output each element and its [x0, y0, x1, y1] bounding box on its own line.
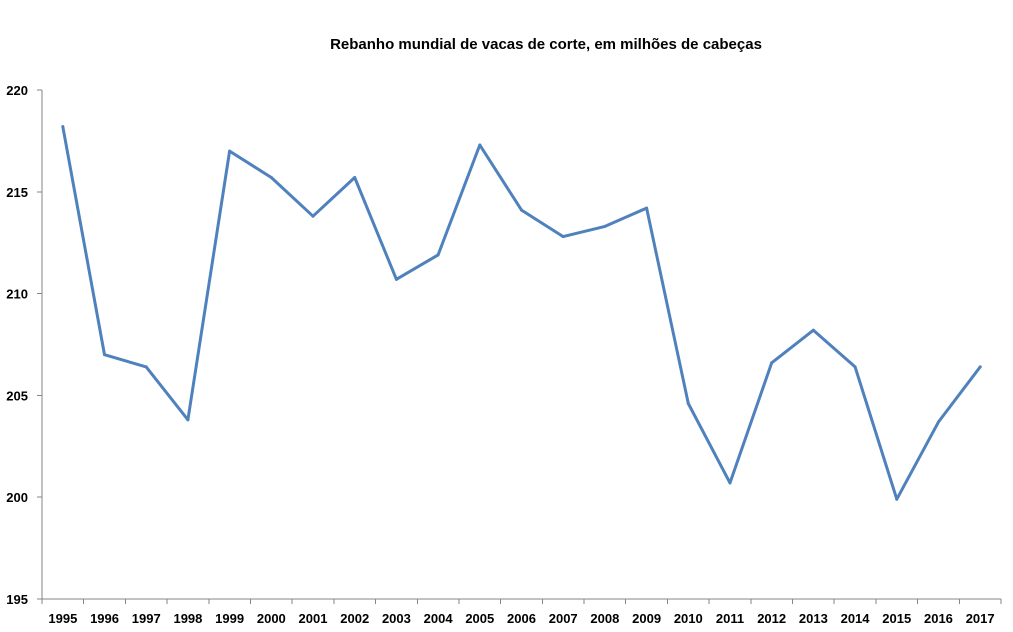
- data-point: [520, 208, 523, 212]
- data-point: [144, 365, 148, 369]
- x-tick-label: 2010: [674, 611, 703, 626]
- x-tick-label: 2016: [924, 611, 953, 626]
- data-point: [686, 402, 690, 406]
- data-point: [186, 418, 190, 422]
- data-point: [394, 277, 398, 281]
- data-point: [353, 176, 357, 180]
- chart-title: Rebanho mundial de vacas de corte, em mi…: [330, 36, 762, 53]
- y-tick-label: 195: [6, 592, 28, 607]
- x-tick-label: 2009: [632, 611, 661, 626]
- data-point: [936, 420, 940, 424]
- x-tick-label: 1998: [173, 611, 202, 626]
- x-tick-label: 2005: [465, 611, 494, 626]
- x-tick-label: 2013: [799, 611, 828, 626]
- y-tick-label: 205: [6, 388, 28, 403]
- x-tick-label: 2014: [841, 611, 871, 626]
- data-point: [853, 365, 857, 369]
- data-point: [603, 224, 607, 228]
- x-tick-label: 2000: [257, 611, 286, 626]
- y-tick-label: 215: [6, 185, 28, 200]
- x-axis: 1995 1996 1997 1998 1999 2000 2001 2002 2003 2004…: [41, 598, 1002, 626]
- data-point: [269, 176, 273, 180]
- data-point: [728, 481, 732, 485]
- x-tick-label: 1997: [132, 611, 161, 626]
- data-point: [478, 143, 482, 147]
- data-point: [228, 149, 232, 153]
- data-point: [61, 125, 65, 129]
- x-tick-label: 2012: [757, 611, 786, 626]
- x-tick-label: 2017: [966, 611, 995, 626]
- x-tick-label: 2008: [590, 611, 619, 626]
- x-tick-label: 1999: [215, 611, 244, 626]
- data-point: [436, 253, 440, 257]
- y-tick-label: 220: [6, 83, 28, 98]
- x-tick-label: 2002: [340, 611, 369, 626]
- data-point: [645, 206, 649, 210]
- data-point: [811, 328, 815, 332]
- x-tick-label: 2001: [299, 611, 328, 626]
- x-tick-label: 2015: [882, 611, 911, 626]
- data-point: [561, 235, 565, 239]
- y-tick-label: 210: [6, 287, 28, 302]
- x-tick-label: 2011: [716, 611, 744, 626]
- y-tick-label: 200: [6, 490, 28, 505]
- x-tick-label: 2003: [382, 611, 411, 626]
- series-line: [61, 125, 982, 501]
- x-tick-label: 2004: [424, 611, 454, 626]
- x-tick-label: 1995: [48, 611, 77, 626]
- x-tick-label: 2007: [549, 611, 578, 626]
- data-point: [770, 361, 774, 365]
- x-tick-label: 1996: [90, 611, 119, 626]
- data-point: [895, 497, 899, 501]
- data-point: [311, 214, 315, 218]
- y-axis: 195 200 205 210 215 220: [6, 83, 43, 607]
- x-tick-label: 2006: [507, 611, 536, 626]
- data-point: [103, 353, 107, 357]
- series-layer: [61, 125, 982, 501]
- data-point: [978, 365, 982, 369]
